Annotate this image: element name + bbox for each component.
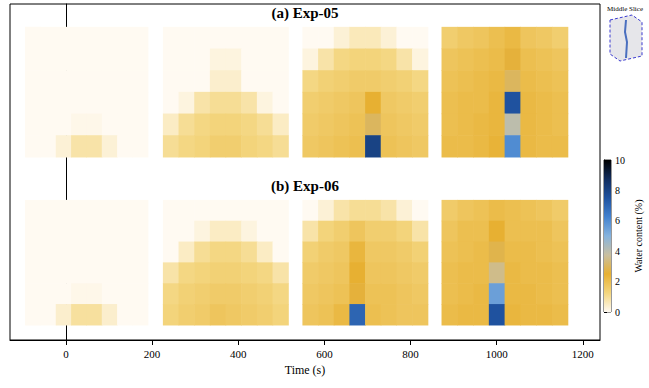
svg-text:Water content (%): Water content (%): [633, 199, 645, 272]
svg-text:1200: 1200: [572, 348, 595, 360]
svg-text:8: 8: [615, 185, 620, 196]
svg-text:Middle Slice: Middle Slice: [607, 5, 643, 13]
svg-text:6: 6: [615, 215, 620, 226]
svg-text:10: 10: [615, 155, 625, 166]
svg-text:4: 4: [615, 246, 620, 257]
svg-text:800: 800: [402, 348, 419, 360]
svg-text:(a) Exp-05: (a) Exp-05: [271, 5, 338, 22]
svg-text:600: 600: [316, 348, 333, 360]
svg-text:1000: 1000: [486, 348, 509, 360]
svg-text:0: 0: [615, 307, 620, 318]
svg-text:2: 2: [615, 276, 620, 287]
svg-text:400: 400: [230, 348, 247, 360]
svg-text:(b) Exp-06: (b) Exp-06: [271, 178, 339, 195]
svg-text:0: 0: [63, 348, 69, 360]
svg-text:Time (s): Time (s): [285, 363, 326, 377]
svg-text:200: 200: [144, 348, 161, 360]
